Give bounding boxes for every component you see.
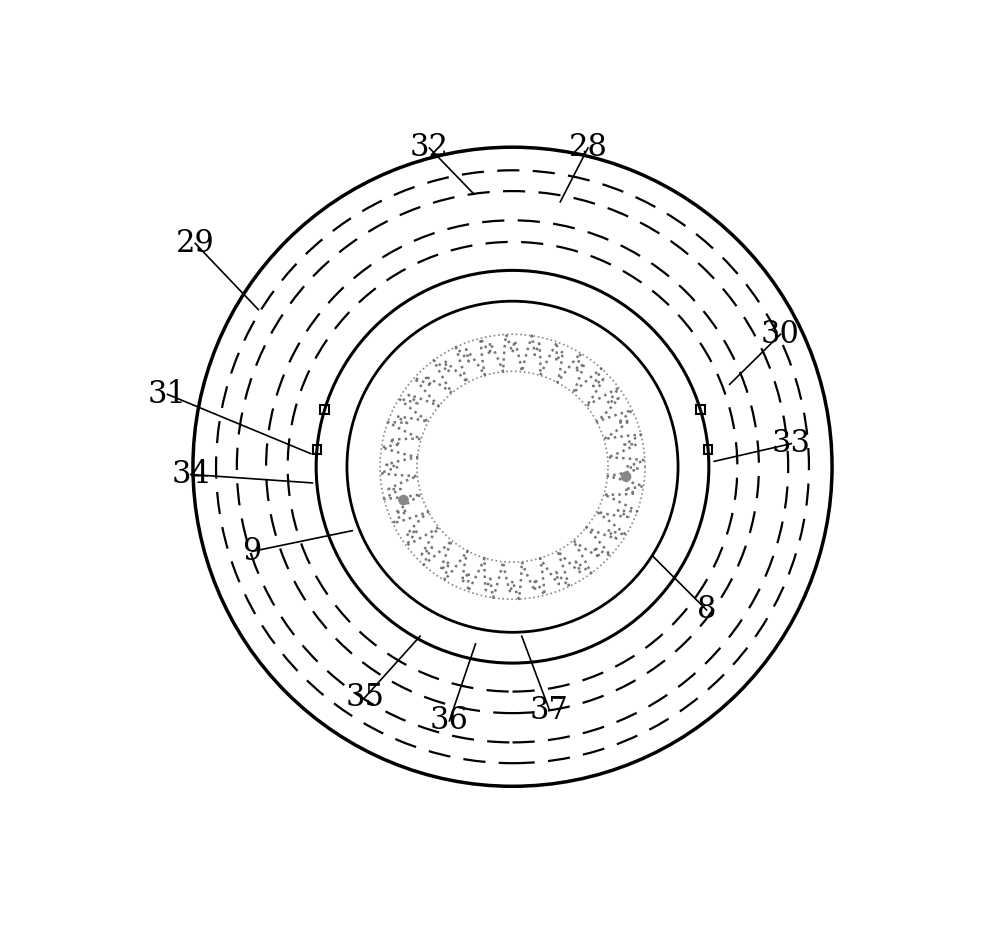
- Text: 33: 33: [772, 428, 811, 459]
- Circle shape: [621, 472, 631, 481]
- Text: 28: 28: [569, 132, 607, 164]
- Text: 32: 32: [410, 132, 449, 164]
- Bar: [696, 405, 705, 413]
- Circle shape: [399, 496, 408, 505]
- Bar: [313, 446, 321, 454]
- Text: 8: 8: [697, 595, 716, 625]
- Text: 29: 29: [176, 228, 215, 259]
- Text: 9: 9: [243, 536, 262, 567]
- Text: 35: 35: [345, 683, 384, 713]
- Bar: [704, 446, 712, 454]
- Text: 37: 37: [530, 695, 569, 725]
- Text: 31: 31: [148, 379, 187, 410]
- Bar: [320, 405, 329, 413]
- Text: 34: 34: [171, 459, 210, 490]
- Text: 30: 30: [761, 319, 800, 350]
- Text: 36: 36: [430, 706, 469, 736]
